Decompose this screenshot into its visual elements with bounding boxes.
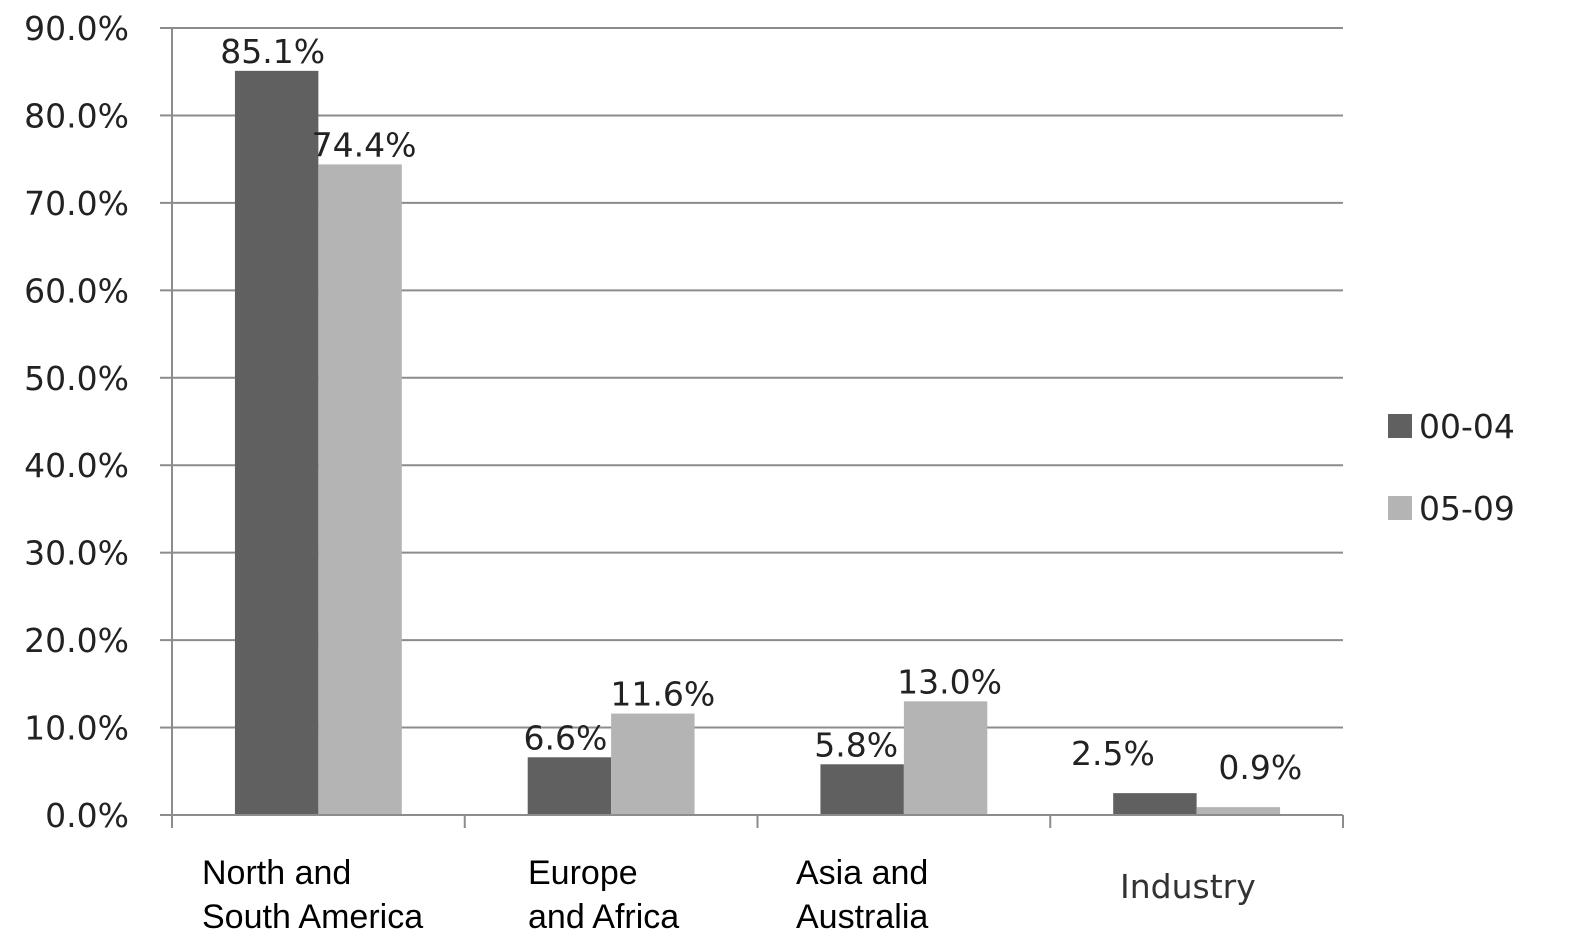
bar-00-04-3: [1113, 793, 1197, 815]
legend-swatch: [1388, 414, 1412, 438]
data-labels: 85.1% 74.4% 6.6%11.6% 5.8% 13.0% 2.5% 0.9%: [220, 32, 1302, 787]
y-tick-label: 30.0%: [24, 534, 129, 573]
data-label: 0.9%: [1218, 748, 1302, 787]
axes: [160, 27, 1344, 828]
y-tick-labels: 0.0% 10.0% 20.0% 30.0% 40.0% 50.0% 60.0% 70.0% 8…: [24, 9, 129, 835]
data-label: 6.6%: [523, 718, 607, 757]
x-tick-label: North and: [202, 854, 351, 892]
data-label: 13.0%: [897, 662, 1002, 701]
bar-05-09-0: [318, 164, 402, 815]
bar-00-04-0: [234, 70, 319, 815]
data-label: 74.4%: [312, 125, 417, 164]
x-tick-label: Europe: [528, 854, 638, 892]
data-label: 2.5%: [1071, 734, 1155, 773]
bar-00-04-1: [527, 757, 612, 815]
data-label: 5.8%: [814, 725, 898, 764]
bar-05-09-3: [1196, 807, 1281, 815]
legend-swatch: [1388, 496, 1412, 520]
y-tick-label: 10.0%: [24, 709, 129, 748]
y-tick-label: 60.0%: [24, 271, 129, 310]
bar-00-04-2: [820, 764, 904, 815]
y-tick-label: 0.0%: [45, 796, 129, 835]
legend-label: 05-09: [1419, 489, 1515, 528]
x-tick-label: and Africa: [528, 898, 679, 936]
y-tick-label: 90.0%: [24, 9, 129, 48]
x-tick-label: Industry: [1120, 867, 1256, 906]
y-tick-label: 40.0%: [24, 446, 129, 485]
x-tick-label: Australia: [796, 898, 928, 936]
x-tick-label: Asia and: [796, 854, 928, 892]
bar-05-09-2: [903, 701, 988, 815]
y-tick-label: 50.0%: [24, 359, 129, 398]
category-labels: North and South America Europe and Africa As…: [202, 854, 1256, 936]
x-tick-label: South America: [202, 898, 423, 936]
bar-05-09-1: [611, 713, 695, 815]
y-tick-label: 20.0%: [24, 621, 129, 660]
legend: 00-04 05-09: [1388, 407, 1515, 528]
data-label: 11.6%: [610, 675, 715, 714]
legend-label: 00-04: [1419, 407, 1515, 446]
y-tick-label: 80.0%: [24, 96, 129, 135]
data-label: 85.1%: [220, 32, 325, 71]
bars: [234, 70, 1281, 815]
y-tick-label: 70.0%: [24, 184, 129, 223]
